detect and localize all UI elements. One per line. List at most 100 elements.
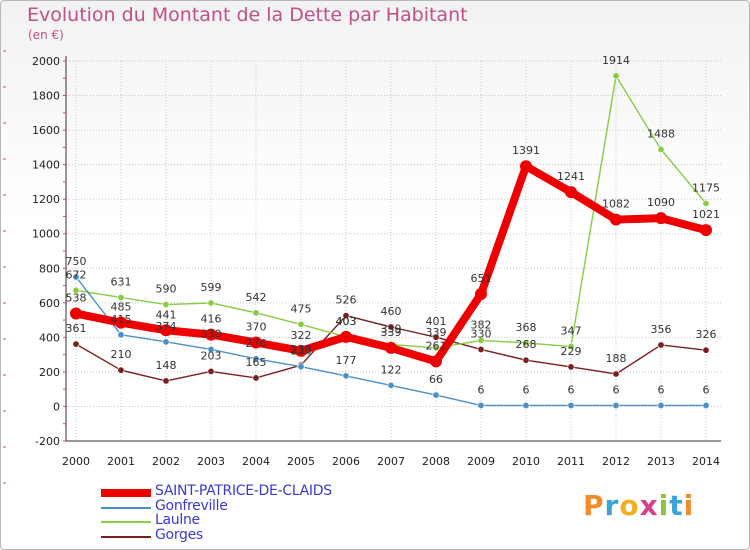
logo-letter: i: [658, 489, 670, 522]
y-tick-label: 800: [39, 262, 60, 275]
data-label: 374: [156, 320, 177, 333]
data-point: [252, 309, 260, 317]
x-tick-label: 2012: [602, 455, 630, 468]
legend-swatch: [101, 521, 151, 523]
x-tick-label: 2014: [692, 455, 720, 468]
data-point: [567, 363, 575, 371]
data-point: [657, 341, 665, 349]
legend-swatch: [101, 535, 151, 538]
data-label: 382: [471, 318, 492, 331]
data-label: 1914: [602, 54, 630, 67]
data-point: [702, 401, 710, 409]
x-tick-label: 2006: [332, 455, 360, 468]
data-point: [117, 293, 125, 301]
x-tick-label: 2001: [107, 455, 135, 468]
legend-label: Gorges: [155, 526, 203, 543]
logo-letter: o: [619, 489, 640, 522]
data-label: 1175: [692, 182, 720, 195]
data-label: 672: [66, 268, 87, 281]
data-point: [477, 336, 485, 344]
x-tick-label: 2002: [152, 455, 180, 468]
logo-letter: x: [639, 489, 659, 522]
data-point: [72, 286, 80, 294]
data-point: [297, 363, 305, 371]
legend-label: SAINT-PATRICE-DE-CLAIDS: [155, 483, 332, 499]
data-label: 268: [516, 338, 537, 351]
data-point: [205, 328, 217, 341]
data-point: [565, 186, 577, 199]
data-label: 1082: [602, 198, 630, 211]
data-point: [207, 299, 215, 307]
data-point: [160, 324, 172, 337]
data-point: [700, 224, 712, 237]
data-label: 485: [111, 301, 132, 314]
x-tick-label: 2004: [242, 455, 270, 468]
data-point: [477, 345, 485, 353]
series-lines: [70, 72, 712, 409]
y-tick-label: 0: [53, 400, 60, 413]
logo-letter: r: [604, 489, 620, 522]
data-label: 651: [471, 272, 492, 285]
data-point: [340, 330, 352, 343]
axes: -200 0 200 400 600 800 1000 1200 1400 1600 1800 200…: [3, 50, 721, 484]
data-point: [657, 401, 665, 409]
x-tick-label: 2005: [287, 455, 315, 468]
data-label: 239: [291, 343, 312, 356]
data-point: [387, 323, 395, 331]
data-label: 416: [201, 313, 222, 326]
data-label: 6: [703, 383, 710, 396]
data-point: [252, 355, 260, 363]
data-label: 6: [658, 383, 665, 396]
data-label: 347: [561, 325, 582, 338]
data-point: [612, 370, 620, 378]
legend-swatch: [101, 506, 151, 509]
data-label: 339: [426, 326, 447, 339]
x-tick-label: 2008: [422, 455, 450, 468]
data-label: 1391: [512, 144, 540, 157]
data-label: 1241: [557, 170, 585, 183]
data-point: [610, 213, 622, 226]
data-label: 526: [336, 294, 357, 307]
data-label: 590: [156, 283, 177, 296]
data-point: [655, 212, 667, 225]
data-label: 1090: [647, 196, 675, 209]
data-label: 261: [426, 339, 447, 352]
data-point: [207, 367, 215, 375]
y-tick-label: 200: [39, 366, 60, 379]
data-point: [297, 320, 305, 328]
data-label: 322: [291, 329, 312, 342]
data-label: 66: [429, 373, 443, 386]
data-label: 370: [246, 321, 267, 334]
data-label: 330: [471, 327, 492, 340]
data-label: 326: [696, 328, 717, 341]
data-label: 361: [66, 322, 87, 335]
data-point: [162, 338, 170, 346]
data-point: [702, 346, 710, 354]
data-label: 6: [613, 383, 620, 396]
logo-letter: P: [583, 489, 605, 522]
data-point: [612, 72, 620, 80]
data-label: 6: [478, 383, 485, 396]
data-label: 229: [561, 345, 582, 358]
data-label: 122: [381, 363, 402, 376]
y-tick-label: 1800: [32, 90, 60, 103]
data-point: [342, 312, 350, 320]
data-label: 230: [291, 345, 312, 358]
chart-title: Evolution du Montant de la Dette par Hab…: [27, 4, 468, 26]
data-label: 750: [66, 255, 87, 268]
data-label: 210: [111, 348, 132, 361]
data-label: 188: [606, 352, 627, 365]
data-label: 203: [201, 349, 222, 362]
data-label: 441: [156, 308, 177, 321]
data-label: 460: [381, 305, 402, 318]
data-label: 339: [381, 326, 402, 339]
data-label: 6: [523, 383, 530, 396]
data-label: 538: [66, 292, 87, 305]
x-tick-label: 2003: [197, 455, 225, 468]
data-point: [162, 301, 170, 309]
data-point: [115, 316, 127, 329]
x-tick-label: 2009: [467, 455, 495, 468]
data-point: [432, 391, 440, 399]
